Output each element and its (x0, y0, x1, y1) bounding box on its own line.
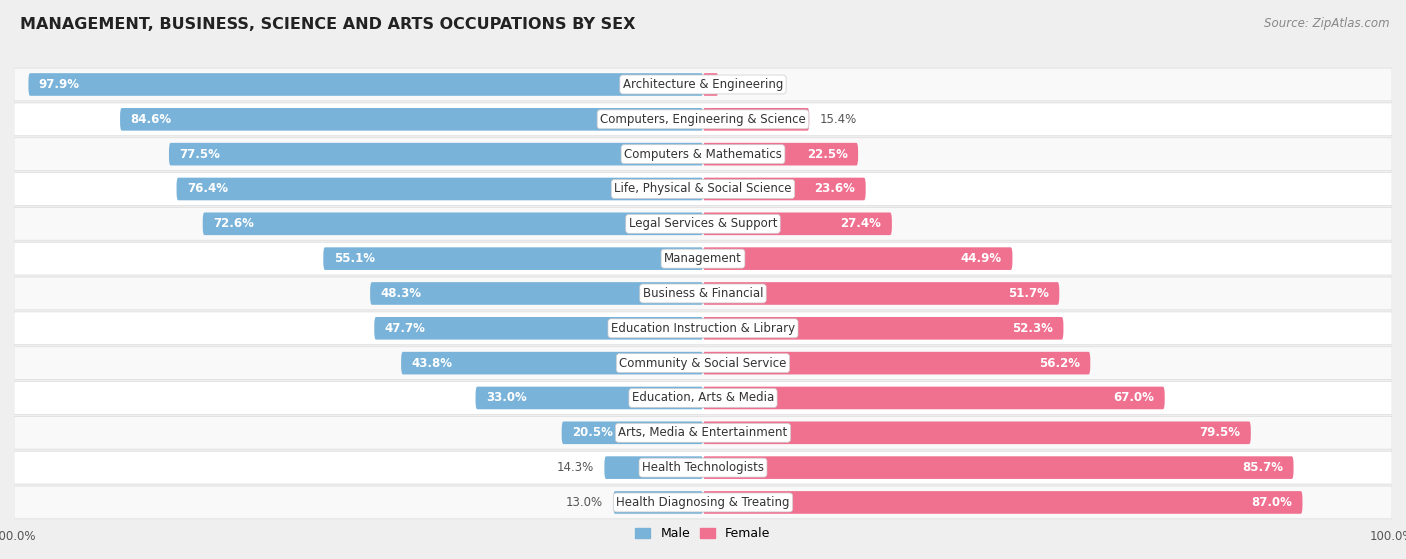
FancyBboxPatch shape (703, 491, 1302, 514)
FancyBboxPatch shape (177, 178, 703, 200)
FancyBboxPatch shape (14, 312, 1392, 345)
FancyBboxPatch shape (401, 352, 703, 375)
FancyBboxPatch shape (561, 421, 703, 444)
Text: Architecture & Engineering: Architecture & Engineering (623, 78, 783, 91)
FancyBboxPatch shape (202, 212, 703, 235)
Text: 44.9%: 44.9% (960, 252, 1002, 265)
FancyBboxPatch shape (374, 317, 703, 340)
Text: 14.3%: 14.3% (557, 461, 595, 474)
Text: 48.3%: 48.3% (381, 287, 422, 300)
Text: 51.7%: 51.7% (1008, 287, 1049, 300)
FancyBboxPatch shape (14, 451, 1392, 484)
Text: Source: ZipAtlas.com: Source: ZipAtlas.com (1264, 17, 1389, 30)
FancyBboxPatch shape (14, 277, 1392, 310)
Text: 52.3%: 52.3% (1012, 322, 1053, 335)
Text: 79.5%: 79.5% (1199, 427, 1240, 439)
Text: 56.2%: 56.2% (1039, 357, 1080, 369)
Text: 84.6%: 84.6% (131, 113, 172, 126)
Text: 85.7%: 85.7% (1241, 461, 1284, 474)
FancyBboxPatch shape (703, 178, 866, 200)
Text: Legal Services & Support: Legal Services & Support (628, 217, 778, 230)
FancyBboxPatch shape (370, 282, 703, 305)
Text: Community & Social Service: Community & Social Service (619, 357, 787, 369)
FancyBboxPatch shape (613, 491, 703, 514)
Text: 15.4%: 15.4% (820, 113, 856, 126)
Text: Management: Management (664, 252, 742, 265)
Text: Computers & Mathematics: Computers & Mathematics (624, 148, 782, 160)
Text: Education Instruction & Library: Education Instruction & Library (612, 322, 794, 335)
FancyBboxPatch shape (14, 68, 1392, 101)
FancyBboxPatch shape (14, 207, 1392, 240)
FancyBboxPatch shape (14, 242, 1392, 275)
Text: Business & Financial: Business & Financial (643, 287, 763, 300)
Text: 76.4%: 76.4% (187, 182, 228, 196)
Text: 23.6%: 23.6% (814, 182, 855, 196)
FancyBboxPatch shape (28, 73, 703, 96)
Text: MANAGEMENT, BUSINESS, SCIENCE AND ARTS OCCUPATIONS BY SEX: MANAGEMENT, BUSINESS, SCIENCE AND ARTS O… (20, 17, 636, 32)
Text: Health Diagnosing & Treating: Health Diagnosing & Treating (616, 496, 790, 509)
Text: 77.5%: 77.5% (180, 148, 221, 160)
Text: 55.1%: 55.1% (333, 252, 375, 265)
Text: Arts, Media & Entertainment: Arts, Media & Entertainment (619, 427, 787, 439)
FancyBboxPatch shape (475, 387, 703, 409)
FancyBboxPatch shape (703, 282, 1059, 305)
FancyBboxPatch shape (703, 108, 810, 131)
FancyBboxPatch shape (703, 387, 1164, 409)
FancyBboxPatch shape (703, 247, 1012, 270)
Text: 72.6%: 72.6% (214, 217, 254, 230)
FancyBboxPatch shape (14, 138, 1392, 170)
Text: Health Technologists: Health Technologists (643, 461, 763, 474)
FancyBboxPatch shape (14, 382, 1392, 414)
Legend: Male, Female: Male, Female (630, 522, 776, 546)
FancyBboxPatch shape (703, 212, 891, 235)
FancyBboxPatch shape (605, 456, 703, 479)
Text: 27.4%: 27.4% (841, 217, 882, 230)
FancyBboxPatch shape (14, 347, 1392, 380)
Text: Education, Arts & Media: Education, Arts & Media (631, 391, 775, 405)
FancyBboxPatch shape (14, 103, 1392, 136)
FancyBboxPatch shape (703, 317, 1063, 340)
Text: 47.7%: 47.7% (385, 322, 426, 335)
Text: 97.9%: 97.9% (39, 78, 80, 91)
FancyBboxPatch shape (703, 421, 1251, 444)
FancyBboxPatch shape (14, 173, 1392, 205)
FancyBboxPatch shape (703, 456, 1294, 479)
FancyBboxPatch shape (703, 352, 1090, 375)
FancyBboxPatch shape (120, 108, 703, 131)
Text: Life, Physical & Social Science: Life, Physical & Social Science (614, 182, 792, 196)
Text: 13.0%: 13.0% (567, 496, 603, 509)
Text: 87.0%: 87.0% (1251, 496, 1292, 509)
FancyBboxPatch shape (169, 143, 703, 165)
FancyBboxPatch shape (323, 247, 703, 270)
Text: 43.8%: 43.8% (412, 357, 453, 369)
Text: 33.0%: 33.0% (486, 391, 527, 405)
Text: 22.5%: 22.5% (807, 148, 848, 160)
FancyBboxPatch shape (703, 143, 858, 165)
Text: 20.5%: 20.5% (572, 427, 613, 439)
FancyBboxPatch shape (703, 73, 718, 96)
Text: Computers, Engineering & Science: Computers, Engineering & Science (600, 113, 806, 126)
FancyBboxPatch shape (14, 416, 1392, 449)
Text: 2.2%: 2.2% (728, 78, 758, 91)
Text: 67.0%: 67.0% (1114, 391, 1154, 405)
FancyBboxPatch shape (14, 486, 1392, 519)
